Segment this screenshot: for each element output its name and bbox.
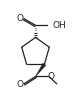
Text: O: O — [17, 80, 24, 89]
Polygon shape — [36, 63, 46, 76]
Text: OH: OH — [53, 21, 66, 30]
Text: O: O — [47, 72, 54, 81]
Text: O: O — [17, 14, 24, 23]
